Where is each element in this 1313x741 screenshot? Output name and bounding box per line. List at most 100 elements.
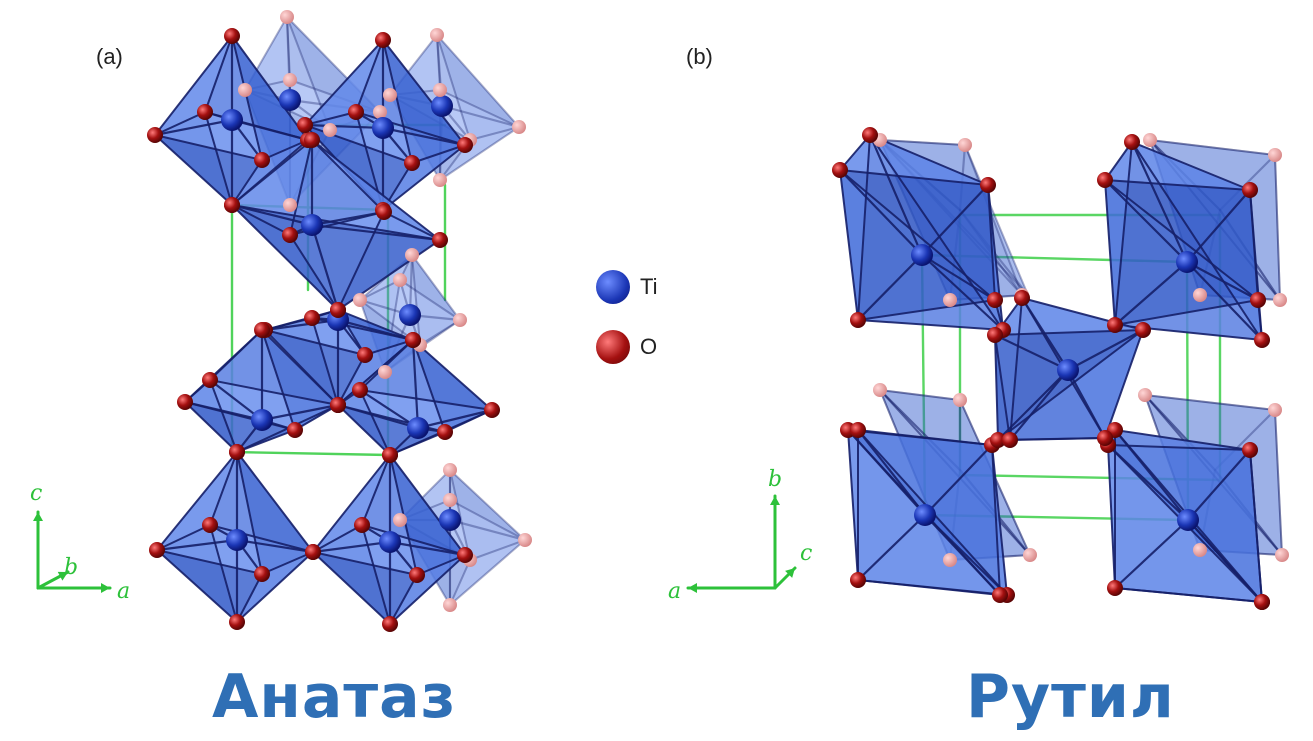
octahedron-edge: [1104, 329, 1144, 439]
o-atom: [1275, 548, 1289, 562]
axis-b-label: b: [768, 467, 782, 492]
o-atom: [1097, 430, 1113, 446]
ti-o-bond: [358, 388, 420, 430]
ti-o-bond: [1106, 443, 1190, 522]
octahedron-edge: [156, 549, 263, 575]
octahedron-edge: [1144, 394, 1276, 411]
ti-o-bond: [856, 253, 924, 322]
octahedron-edge: [879, 389, 961, 401]
octahedron-edge: [261, 139, 309, 161]
octahedron-face: [437, 35, 519, 140]
o-atom: [943, 553, 957, 567]
octahedron-edge: [389, 574, 418, 625]
unit-cell-edge: [230, 450, 390, 457]
ti-atom: [399, 304, 421, 326]
octahedron-edge: [1274, 409, 1283, 556]
o-atom: [512, 120, 526, 134]
octahedron-edge: [355, 39, 384, 113]
ti-atom: [1176, 251, 1198, 273]
o-atom: [1143, 133, 1157, 147]
octahedron-edge: [994, 334, 1011, 441]
octahedron-edge: [411, 254, 461, 321]
o-atom: [354, 517, 370, 533]
o-atom: [1124, 134, 1140, 150]
octahedron-edge: [154, 35, 233, 136]
octahedron-edge: [879, 139, 966, 146]
ti-o-bond: [856, 513, 927, 582]
octahedron-edge: [1114, 299, 1259, 326]
octahedron-edge: [869, 134, 989, 186]
panel-a-label: (a): [96, 44, 123, 69]
axis-arrow-icon: [101, 583, 110, 593]
ti-o-bond: [1103, 178, 1189, 264]
octahedron-face: [338, 340, 445, 432]
o-atom: [873, 383, 887, 397]
octahedron-edge: [964, 144, 1023, 296]
o-atom: [238, 83, 252, 97]
legend-o-label: O: [640, 334, 658, 359]
octahedron-edge: [389, 554, 466, 625]
o-atom: [443, 463, 457, 477]
octahedron-edge: [209, 524, 314, 553]
o-atom: [980, 177, 996, 193]
axis-c-label: c: [30, 481, 42, 506]
octahedron-edge: [304, 111, 357, 126]
octahedron-edge: [1107, 444, 1116, 589]
o-atom: [254, 152, 270, 168]
octahedron-edge: [1104, 179, 1116, 326]
o-atom: [283, 73, 297, 87]
octahedron-edge: [857, 134, 871, 321]
octahedron-edge: [449, 499, 526, 541]
ti-o-bond: [411, 338, 420, 430]
ti-atom: [301, 214, 323, 236]
octahedron-edge: [389, 454, 466, 556]
octahedron-edge: [382, 144, 466, 211]
o-atom: [1014, 290, 1030, 306]
ti-o-bond: [1113, 260, 1189, 327]
octahedron-edge: [261, 329, 339, 406]
o-atom: [330, 302, 346, 318]
o-atom: [1242, 442, 1258, 458]
ti-atom: [431, 95, 453, 117]
octahedron-edge: [312, 551, 418, 576]
octahedron-edge: [857, 319, 1004, 331]
octahedron-edge: [231, 159, 263, 206]
octahedron-edge: [286, 16, 291, 81]
o-atom: [1107, 317, 1123, 333]
octahedron-edge: [382, 39, 413, 164]
o-atom: [850, 312, 866, 328]
ti-o-bond: [388, 540, 467, 557]
o-atom: [433, 173, 447, 187]
octahedron-face: [840, 135, 988, 185]
octahedron-edge: [412, 339, 446, 433]
ti-atom: [221, 109, 243, 131]
octahedron-edge: [439, 126, 520, 181]
front-octahedra: [153, 34, 1264, 626]
o-atom: [432, 232, 448, 248]
ti-atom: [1177, 509, 1199, 531]
ti-atom-icon: [596, 270, 630, 304]
octahedron-edge: [311, 317, 339, 406]
octahedron-edge: [991, 444, 1001, 596]
octahedron-face: [232, 36, 308, 160]
ti-o-bond: [235, 538, 315, 554]
ti-o-bond: [996, 368, 1070, 442]
ti-o-bond: [230, 118, 310, 142]
octahedron-edge: [231, 139, 313, 206]
octahedron-face: [390, 35, 470, 140]
legend-ti-label: Ti: [640, 274, 658, 299]
octahedron-face: [440, 90, 519, 180]
octahedron-edge: [264, 329, 366, 356]
o-atom: [177, 394, 193, 410]
o-atom: [1193, 288, 1207, 302]
o-atom: [433, 83, 447, 97]
octahedron-edge: [449, 469, 471, 561]
o-atom: [453, 313, 467, 327]
o-atom: [382, 447, 398, 463]
octahedron-edge: [449, 539, 526, 606]
ti-atom: [372, 117, 394, 139]
o-atom: [457, 137, 473, 153]
o-atom: [202, 372, 218, 388]
octahedron-face: [995, 298, 1143, 335]
octahedron-edge: [469, 539, 526, 561]
